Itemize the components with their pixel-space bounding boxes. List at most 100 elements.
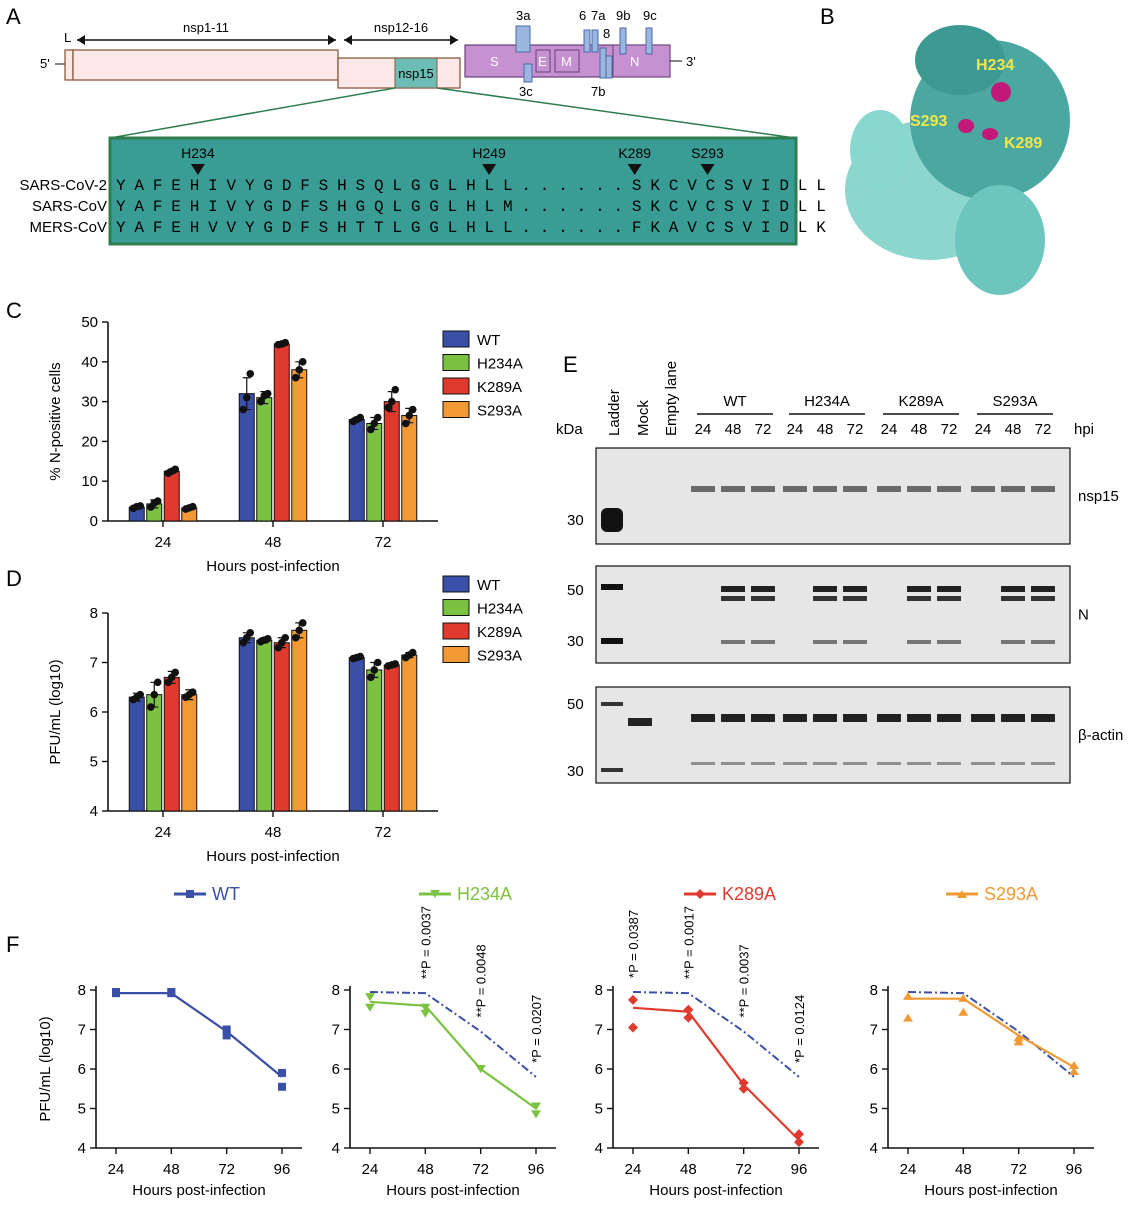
- x-tick-label: 72: [735, 1161, 752, 1178]
- band-nsp15: [691, 486, 715, 492]
- band-n-30: [907, 640, 931, 644]
- legend-marker: [695, 889, 705, 899]
- band-n-upper: [907, 586, 931, 592]
- bar-h234a: [366, 422, 383, 522]
- data-point: [1069, 1066, 1079, 1075]
- legend-marker: [430, 890, 440, 898]
- data-point: [408, 405, 417, 414]
- struct-label-s293: S293: [910, 113, 947, 130]
- band-nsp15: [843, 486, 867, 492]
- x-tick-label: 24: [362, 1161, 379, 1178]
- x-tick-label: 96: [1066, 1161, 1083, 1178]
- data-point: [365, 1003, 375, 1012]
- blot-marker-label: 30: [567, 633, 584, 650]
- x-tick-label: 96: [274, 1161, 291, 1178]
- blot-panel: [595, 447, 1071, 545]
- legend-label: S293A: [477, 648, 522, 665]
- data-point: [531, 1102, 541, 1111]
- blot-group-label: H234A: [804, 393, 850, 410]
- data-point: [408, 648, 417, 657]
- y-tick-label: 5: [332, 1101, 340, 1118]
- data-point: [281, 633, 290, 642]
- bar-wt: [238, 637, 255, 812]
- five-prime-label: 5': [40, 56, 50, 71]
- band-n-upper: [751, 586, 775, 592]
- band-n-lower: [1001, 596, 1025, 601]
- blot-timepoint-label: 48: [817, 421, 834, 438]
- x-tick-label: 72: [375, 824, 392, 841]
- band-n-30: [813, 640, 837, 644]
- x-tick-label: 72: [1010, 1161, 1027, 1178]
- blot-panel: [595, 565, 1071, 664]
- blot-timepoint-label: 48: [911, 421, 928, 438]
- band-actin-mock: [628, 718, 652, 726]
- panel-letter-d: D: [6, 566, 22, 591]
- legend-swatch-wt: [442, 575, 470, 593]
- alignment-marker-arrow: [190, 164, 205, 175]
- orf-7b: 7b: [591, 84, 605, 99]
- legend-swatch-s293a: [442, 646, 470, 663]
- panel-letter-f: F: [6, 932, 19, 957]
- orf-3c: 3c: [519, 84, 533, 99]
- data-point: [256, 397, 265, 406]
- band-actin: [783, 714, 807, 722]
- alignment-row-name: MERS-CoV: [29, 219, 107, 236]
- data-point: [365, 993, 375, 1002]
- data-point: [171, 465, 180, 474]
- blot-group-label: WT: [723, 393, 746, 410]
- alignment-row-name: SARS-CoV: [32, 198, 107, 215]
- blot-timepoint-label: 24: [881, 421, 898, 438]
- x-tick-label: 48: [265, 824, 282, 841]
- band-n-30: [1001, 640, 1025, 644]
- genome-diagram: 5' L nsp15 nsp1-11 nsp12-16 S E M N 3' 3…: [40, 8, 796, 139]
- bar-wt: [348, 657, 365, 812]
- blot-timepoint-label: 72: [1035, 421, 1052, 438]
- x-tick-label: 72: [472, 1161, 489, 1178]
- data-point: [188, 502, 197, 511]
- y-axis-label: PFU/mL (log10): [37, 1016, 54, 1121]
- panel-letter-e: E: [563, 352, 578, 377]
- data-point: [391, 660, 400, 668]
- data-point: [295, 365, 304, 374]
- legend-label: K289A: [722, 884, 776, 904]
- band-n-30: [1031, 640, 1055, 644]
- data-point: [171, 668, 180, 677]
- region1-label: nsp1-11: [183, 20, 229, 35]
- band-actin: [691, 714, 715, 722]
- data-point: [531, 1110, 541, 1119]
- y-tick-label: 6: [78, 1061, 86, 1078]
- band-nsp15: [783, 486, 807, 492]
- data-point: [153, 678, 162, 687]
- struct-label-h234: H234: [976, 57, 1014, 74]
- data-point: [278, 1082, 286, 1091]
- band-actin: [937, 714, 961, 722]
- y-tick-label: 4: [78, 1140, 86, 1157]
- band-nsp15: [971, 486, 995, 492]
- region2-label: nsp12-16: [374, 20, 428, 35]
- blot-marker-label: 50: [567, 696, 584, 713]
- band-nsp15: [813, 486, 837, 492]
- chart-c: 0 10 20 30 40 50 24 48 72 Hours post-infection % N…: [47, 314, 523, 575]
- blot-timepoint-label: 24: [975, 421, 992, 438]
- data-point: [112, 987, 120, 996]
- data-point: [246, 369, 255, 378]
- bar-k289a: [163, 470, 180, 522]
- y-axis-label: PFU/mL (log10): [47, 659, 64, 764]
- ladder-band: [601, 702, 623, 706]
- x-tick-label: 48: [163, 1161, 180, 1178]
- data-point: [628, 994, 638, 1005]
- p-value-annotation: *P = 0.0387: [626, 910, 641, 978]
- band-nsp15: [1031, 486, 1055, 492]
- data-point: [188, 688, 197, 696]
- bar-h234a: [256, 397, 273, 522]
- blot-group-label: K289A: [898, 393, 943, 410]
- nsp15-box: [394, 57, 438, 89]
- leader-box: [64, 49, 74, 81]
- legend-swatch-k289a: [442, 622, 470, 640]
- band-n-lower: [907, 596, 931, 601]
- y-tick-label: 4: [870, 1140, 878, 1157]
- bar-k289a: [273, 343, 290, 522]
- band-n-30: [721, 640, 745, 644]
- h234-site: [991, 82, 1011, 102]
- kda-label: kDa: [556, 421, 583, 438]
